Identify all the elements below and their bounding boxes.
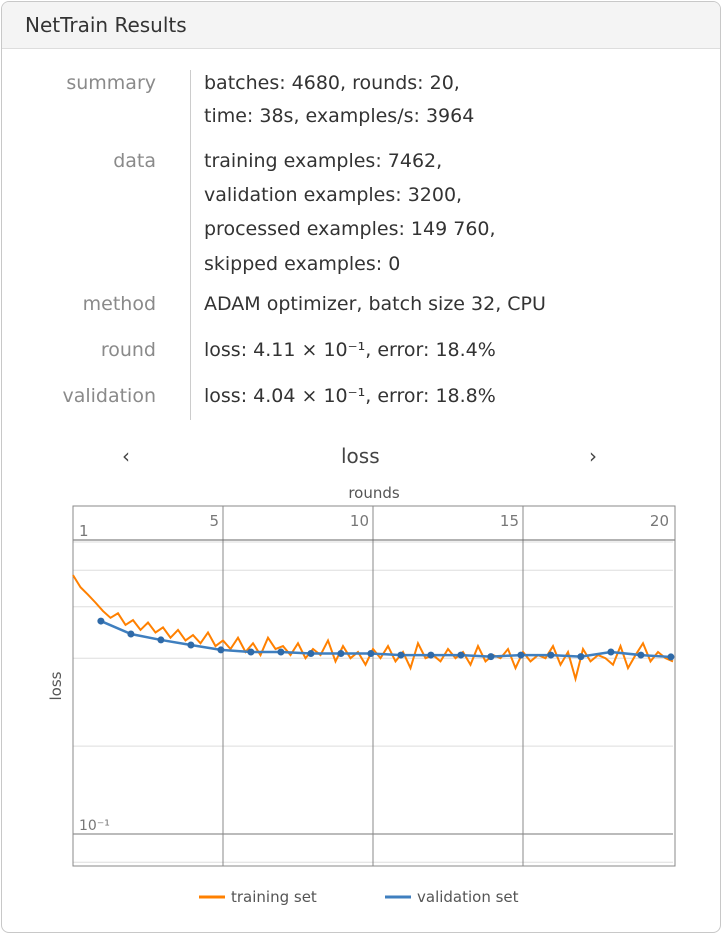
validation-point [577, 653, 585, 661]
row-value-method: ADAM optimizer, batch size 32, CPU [204, 293, 546, 315]
row-label-validation: validation [62, 385, 156, 407]
validation-point [367, 650, 375, 658]
row-value-summary: time: 38s, examples/s: 3964 [204, 105, 475, 127]
x-tick-label: 1 [79, 522, 89, 540]
row-value-summary: batches: 4680, rounds: 20, [204, 72, 460, 94]
x-tick-label: 15 [500, 512, 519, 530]
validation-point [217, 646, 225, 654]
validation-point [637, 651, 645, 659]
validation-point [517, 651, 525, 659]
validation-point [547, 651, 555, 659]
validation-point [307, 650, 315, 658]
validation-point [127, 630, 135, 638]
row-label-round: round [100, 339, 156, 361]
validation-point [427, 651, 435, 659]
x-tick-label: 10 [350, 512, 369, 530]
validation-point [247, 648, 255, 656]
validation-point [277, 648, 285, 656]
training-loss-line [72, 574, 674, 683]
prev-plot-button[interactable]: ‹ [122, 444, 130, 468]
legend-training-label: training set [231, 888, 317, 906]
row-label-method: method [82, 293, 156, 315]
validation-point [97, 617, 105, 625]
y-axis-label: loss [47, 671, 65, 700]
legend-validation-label: validation set [417, 888, 519, 906]
row-label-summary: summary [66, 72, 156, 94]
row-value-data: validation examples: 3200, [204, 184, 463, 206]
row-value-data: processed examples: 149 760, [204, 218, 496, 240]
validation-point [607, 648, 615, 656]
x-tick-label: 20 [650, 512, 669, 530]
row-value-round: loss: 4.11 × 10⁻¹, error: 18.4% [204, 339, 496, 361]
y-tick-label: 10⁻¹ [79, 818, 110, 834]
validation-point [457, 651, 465, 659]
panel-title: NetTrain Results [2, 2, 720, 49]
column-divider [190, 70, 191, 420]
validation-point [397, 651, 405, 659]
x-axis-label: rounds [348, 484, 400, 502]
validation-point [667, 653, 675, 661]
plot-frame [72, 505, 676, 867]
validation-loss-line [100, 619, 671, 659]
row-value-validation: loss: 4.04 × 10⁻¹, error: 18.8% [204, 385, 496, 407]
x-tick-label: 5 [209, 512, 219, 530]
validation-point [157, 636, 165, 644]
row-value-data: training examples: 7462, [204, 150, 443, 172]
row-value-data: skipped examples: 0 [204, 253, 401, 275]
row-label-data: data [113, 150, 156, 172]
validation-point [487, 653, 495, 661]
next-plot-button[interactable]: › [589, 444, 597, 468]
plot-title: loss [341, 444, 380, 468]
validation-point [337, 650, 345, 658]
validation-point [187, 641, 195, 649]
